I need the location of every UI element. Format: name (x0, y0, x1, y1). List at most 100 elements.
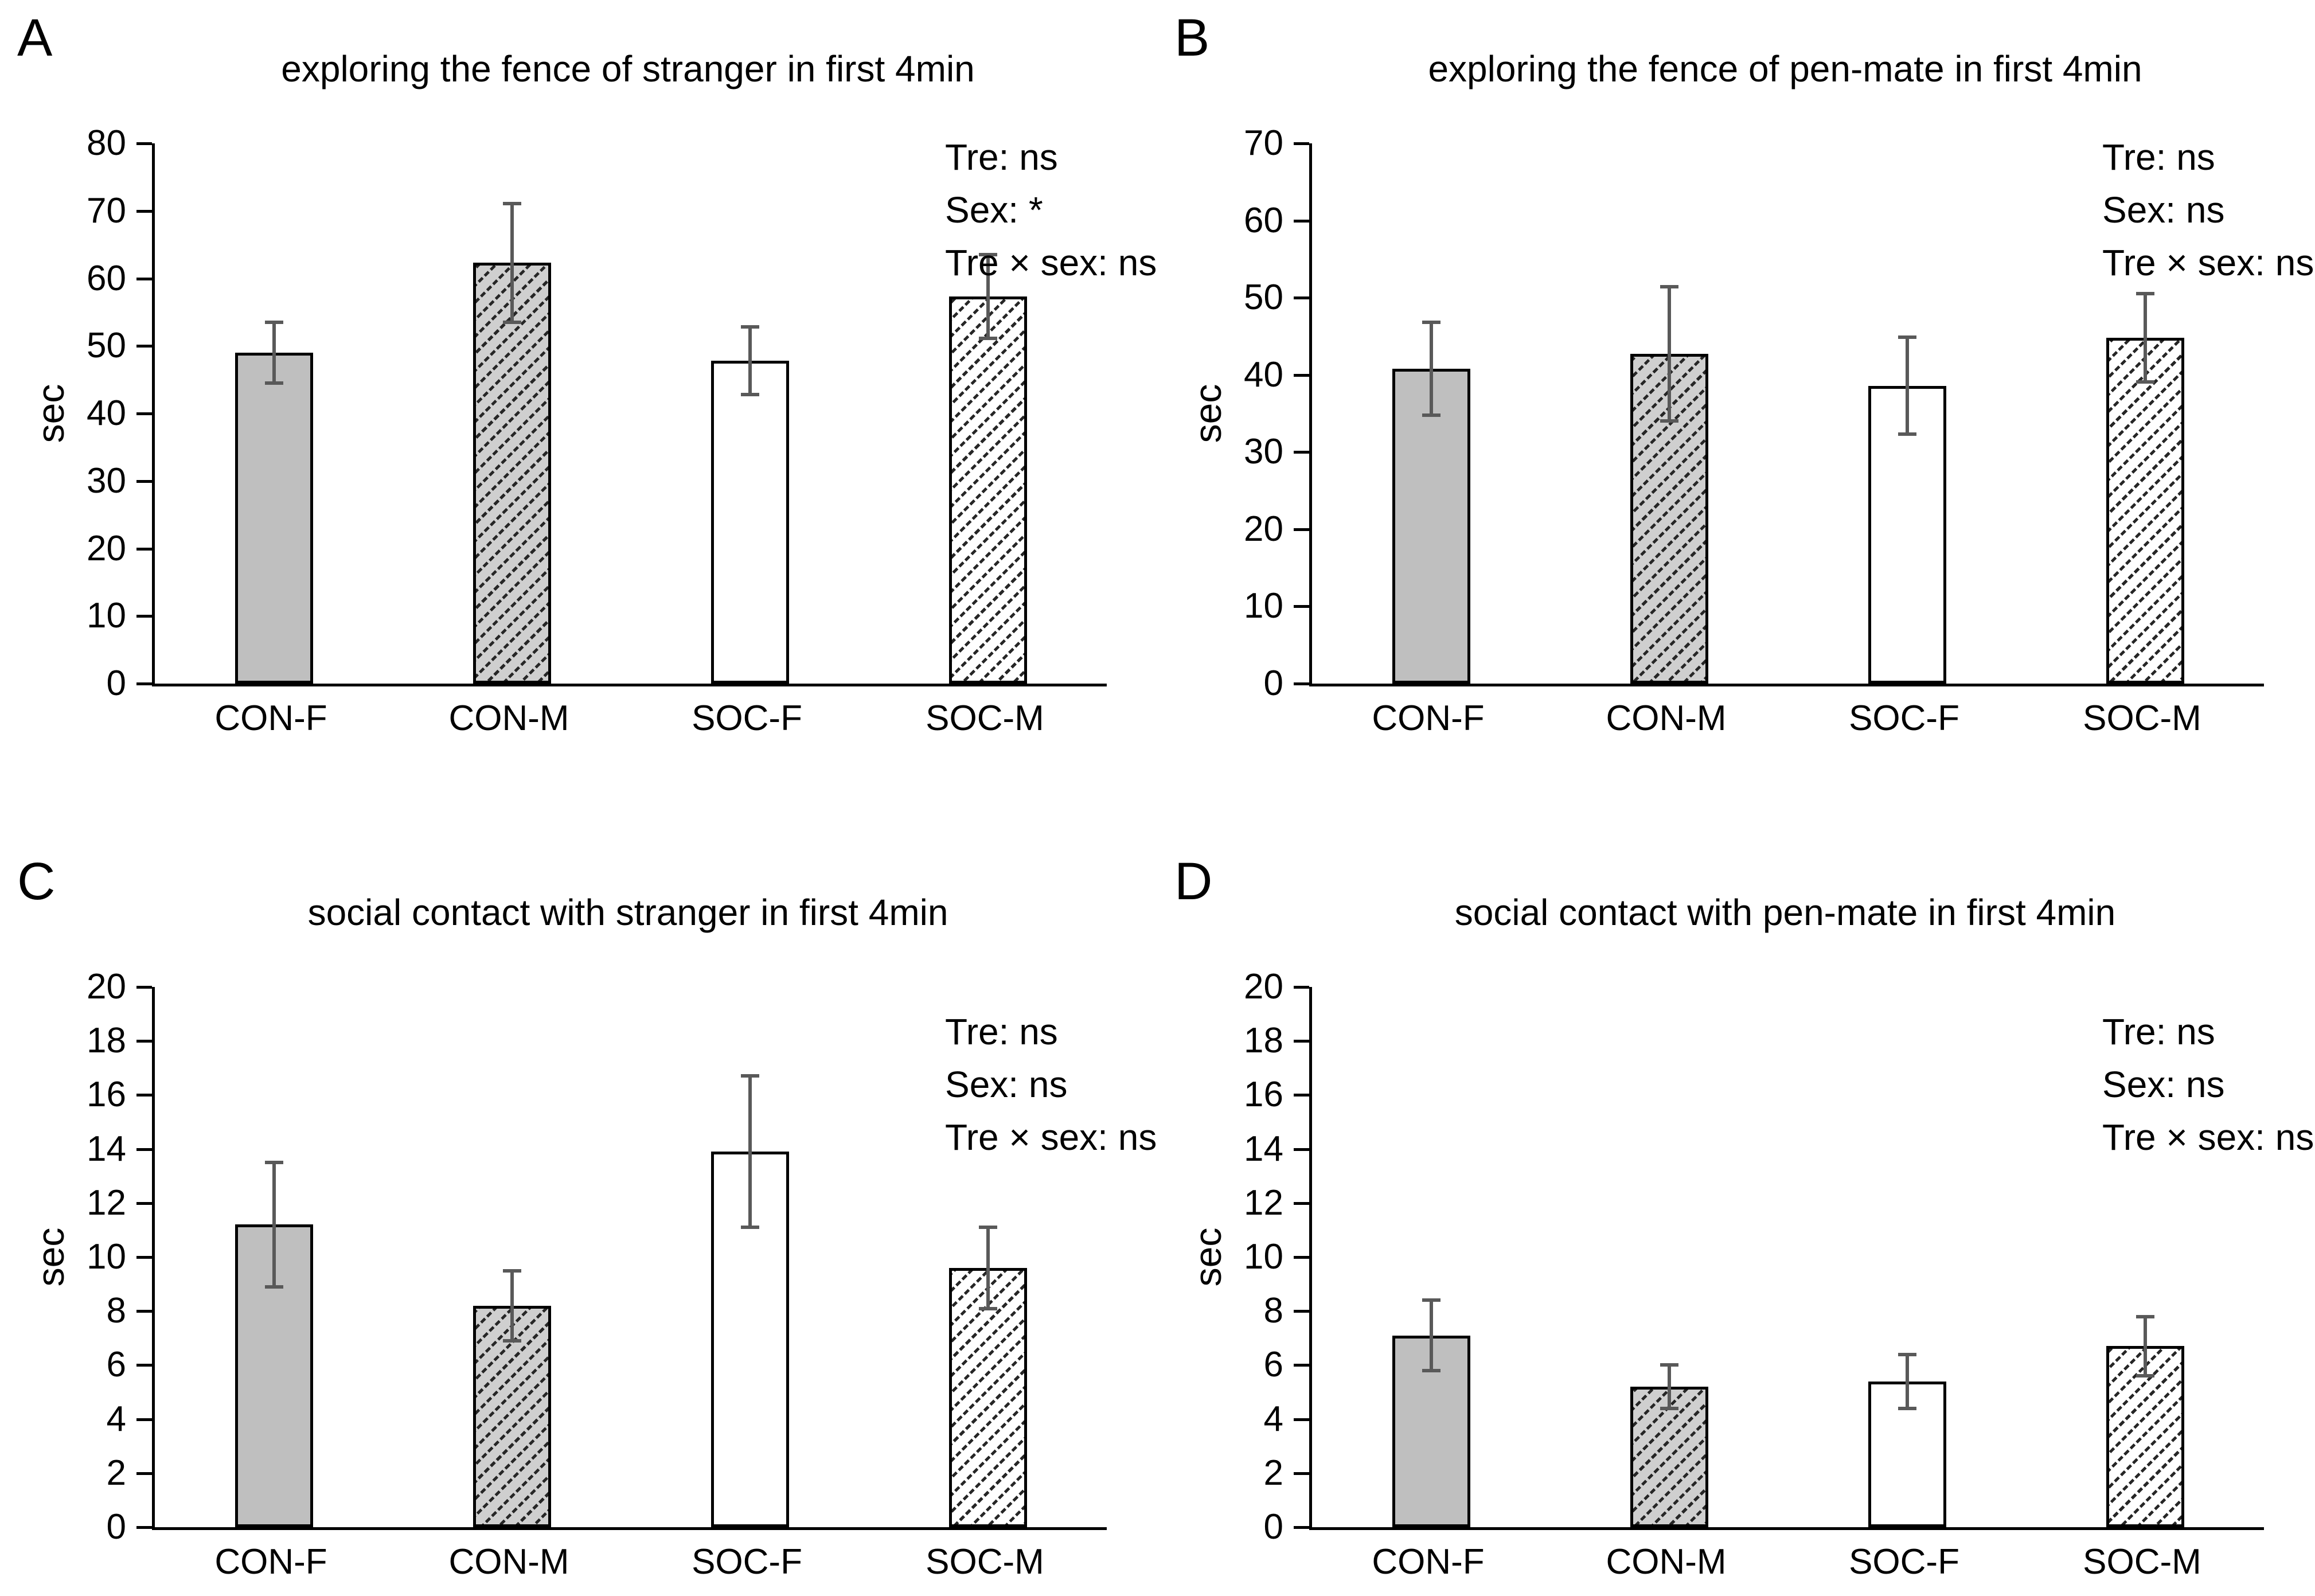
y-axis-tick (1294, 219, 1309, 223)
x-category-label: SOC-F (692, 1542, 802, 1582)
error-bar-cap (740, 1074, 759, 1078)
error-bar (272, 322, 276, 384)
error-bar-cap (1660, 285, 1678, 289)
y-axis-tick (136, 986, 152, 989)
y-axis-label: sec (29, 1227, 72, 1287)
error-bar (2143, 1316, 2147, 1376)
y-axis-tick (136, 1310, 152, 1313)
error-bar (272, 1162, 276, 1287)
chart-title: exploring the fence of pen-mate in first… (1428, 48, 2142, 89)
x-category-label: SOC-M (926, 1542, 1044, 1582)
panel-d: D social contact with pen-mate in first … (1157, 798, 2315, 1595)
bar-soc-m (2106, 1346, 2184, 1527)
stat-annotation-line: Tre: ns (945, 136, 1058, 178)
y-axis-tick (136, 345, 152, 348)
y-axis-tick (136, 1472, 152, 1475)
y-tick-label: 18 (1244, 1021, 1283, 1061)
y-tick-label: 0 (106, 664, 126, 703)
error-bar-cap (502, 321, 521, 325)
y-axis-tick (136, 1418, 152, 1421)
x-labels: CON-F CON-M SOC-F SOC-M (152, 701, 1104, 752)
y-tick-label: 8 (1263, 1291, 1283, 1331)
y-axis-tick (136, 1201, 152, 1205)
x-category-label: CON-F (214, 1542, 327, 1582)
x-category-label: CON-M (1606, 699, 1727, 738)
error-bar-cap (1898, 1406, 1916, 1410)
y-axis-label: sec (29, 384, 72, 443)
error-bar-cap (740, 1226, 759, 1230)
y-tick-label: 60 (1244, 200, 1283, 240)
y-axis-tick (1294, 1040, 1309, 1043)
x-category-label: CON-F (1372, 1542, 1485, 1582)
error-bar-cap (2136, 292, 2154, 296)
panel-letter: C (17, 852, 56, 911)
y-tick-label: 16 (87, 1075, 126, 1115)
y-tick-label: 12 (1244, 1183, 1283, 1223)
y-tick-label: 20 (87, 528, 126, 568)
y-tick-label: 50 (87, 326, 126, 366)
stat-annotation-line: Sex: ns (945, 1064, 1068, 1105)
y-tick-label: 14 (1244, 1129, 1283, 1169)
y-tick-label: 10 (87, 596, 126, 636)
y-axis-tick (136, 412, 152, 415)
error-bar-cap (1898, 335, 1916, 339)
y-axis-tick (1294, 605, 1309, 608)
error-bar-cap (2136, 1314, 2154, 1318)
y-axis-tick (136, 1094, 152, 1097)
y-tick-label: 12 (87, 1183, 126, 1223)
y-axis-tick (136, 547, 152, 551)
x-category-label: CON-F (1372, 699, 1485, 738)
error-bar (1429, 322, 1433, 415)
x-category-label: CON-M (1606, 1542, 1727, 1582)
stat-annotation-line: Sex: ns (2102, 189, 2225, 231)
stat-annotation-line: Tre: ns (2102, 136, 2215, 178)
error-bar (510, 203, 514, 323)
x-labels: CON-F CON-M SOC-F SOC-M (1309, 701, 2261, 752)
error-bar-cap (2136, 380, 2154, 384)
x-category-label: SOC-F (1849, 699, 1959, 738)
stat-annotations: Tre: ns Sex: ns Tre × sex: ns (945, 1005, 1157, 1164)
y-tick-label: 30 (87, 461, 126, 501)
x-category-label: SOC-M (2083, 1542, 2201, 1582)
error-bar-cap (502, 201, 521, 205)
error-bar (1905, 1354, 1909, 1408)
y-tick-label: 14 (87, 1129, 126, 1169)
error-bar-cap (1660, 419, 1678, 423)
y-axis-tick (136, 615, 152, 618)
y-tick-label: 4 (1263, 1399, 1283, 1439)
y-axis-tick (1294, 451, 1309, 454)
y-tick-label: 4 (106, 1399, 126, 1439)
error-bar (1429, 1300, 1433, 1371)
y-tick-label: 70 (87, 190, 126, 231)
error-bar-cap (1422, 1298, 1440, 1302)
y-axis-tick (1294, 1310, 1309, 1313)
y-axis-tick (1294, 1094, 1309, 1097)
y-tick-label: 80 (87, 123, 126, 163)
y-tick-label: 10 (1244, 1237, 1283, 1277)
y-tick-label: 20 (1244, 509, 1283, 549)
error-bar-cap (1422, 1368, 1440, 1372)
y-tick-label: 2 (1263, 1453, 1283, 1493)
y-axis-tick (136, 682, 152, 685)
bar-con-m (473, 263, 551, 684)
error-bar-cap (264, 1285, 283, 1289)
error-bar (1667, 1365, 1671, 1408)
y-axis-tick (136, 209, 152, 213)
error-bar (1667, 287, 1671, 422)
y-tick-label: 10 (1244, 586, 1283, 626)
error-bar-cap (978, 1306, 997, 1310)
error-bar (1905, 337, 1909, 435)
y-axis-tick (1294, 142, 1309, 145)
y-tick-label: 8 (106, 1291, 126, 1331)
y-axis-tick (136, 1040, 152, 1043)
y-axis-tick (1294, 1201, 1309, 1205)
y-axis-tick (1294, 1472, 1309, 1475)
error-bar-cap (502, 1339, 521, 1343)
error-bar-cap (1898, 1352, 1916, 1356)
x-labels: CON-F CON-M SOC-F SOC-M (1309, 1544, 2261, 1596)
x-category-label: SOC-M (926, 699, 1044, 738)
y-axis-tick (1294, 528, 1309, 531)
error-bar-cap (978, 253, 997, 257)
x-category-label: CON-M (448, 1542, 569, 1582)
y-axis-tick (136, 479, 152, 483)
